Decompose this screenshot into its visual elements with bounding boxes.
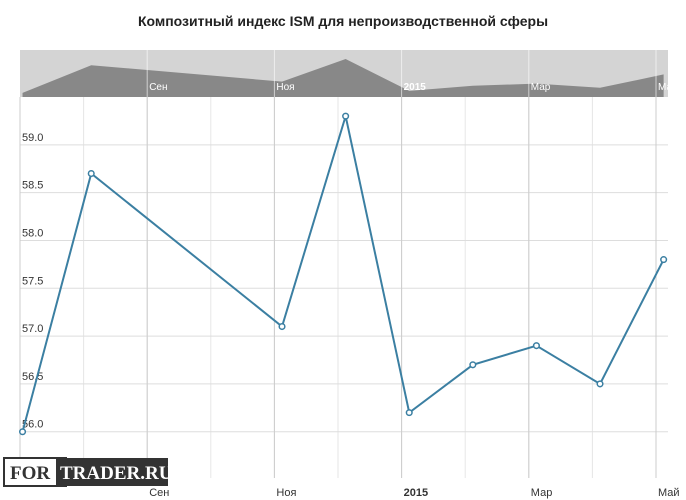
watermark-box xyxy=(3,457,67,487)
x-tick-label: Ноя xyxy=(276,487,296,499)
point xyxy=(596,380,604,388)
x-tick-label: Сен xyxy=(149,487,169,499)
x-tick-label: 2015 xyxy=(404,487,428,499)
y-tick-label: 58.5 xyxy=(22,180,43,192)
navigator-label: Май xyxy=(658,82,678,93)
navigator-area xyxy=(22,59,664,97)
watermark: TRADER.RU xyxy=(60,463,173,484)
x-tick-label: Мар xyxy=(531,487,553,499)
y-tick-label: 56.5 xyxy=(22,371,43,383)
navigator-label: Сен xyxy=(149,82,167,93)
y-tick-label: 58.0 xyxy=(22,227,43,239)
point xyxy=(405,409,413,417)
y-tick-label: 57.0 xyxy=(22,323,43,335)
y-tick-label: 56.0 xyxy=(22,419,43,431)
point xyxy=(278,322,286,331)
navigator-label: Ноя xyxy=(276,82,294,93)
y-tick-label: 57.5 xyxy=(22,275,43,287)
point xyxy=(87,169,95,178)
point xyxy=(660,256,668,264)
point xyxy=(469,361,477,369)
chart-title: Композитный индекс ISM для непроизводств… xyxy=(138,13,548,29)
point xyxy=(342,112,350,120)
watermark: FOR xyxy=(10,463,50,484)
navigator-label: Мар xyxy=(531,82,551,93)
y-tick-label: 59.0 xyxy=(22,132,43,144)
navigator-label: 2015 xyxy=(404,82,427,93)
point xyxy=(18,428,27,436)
x-tick-label: Май xyxy=(658,487,680,499)
watermark-box xyxy=(56,458,168,486)
point xyxy=(532,342,540,350)
